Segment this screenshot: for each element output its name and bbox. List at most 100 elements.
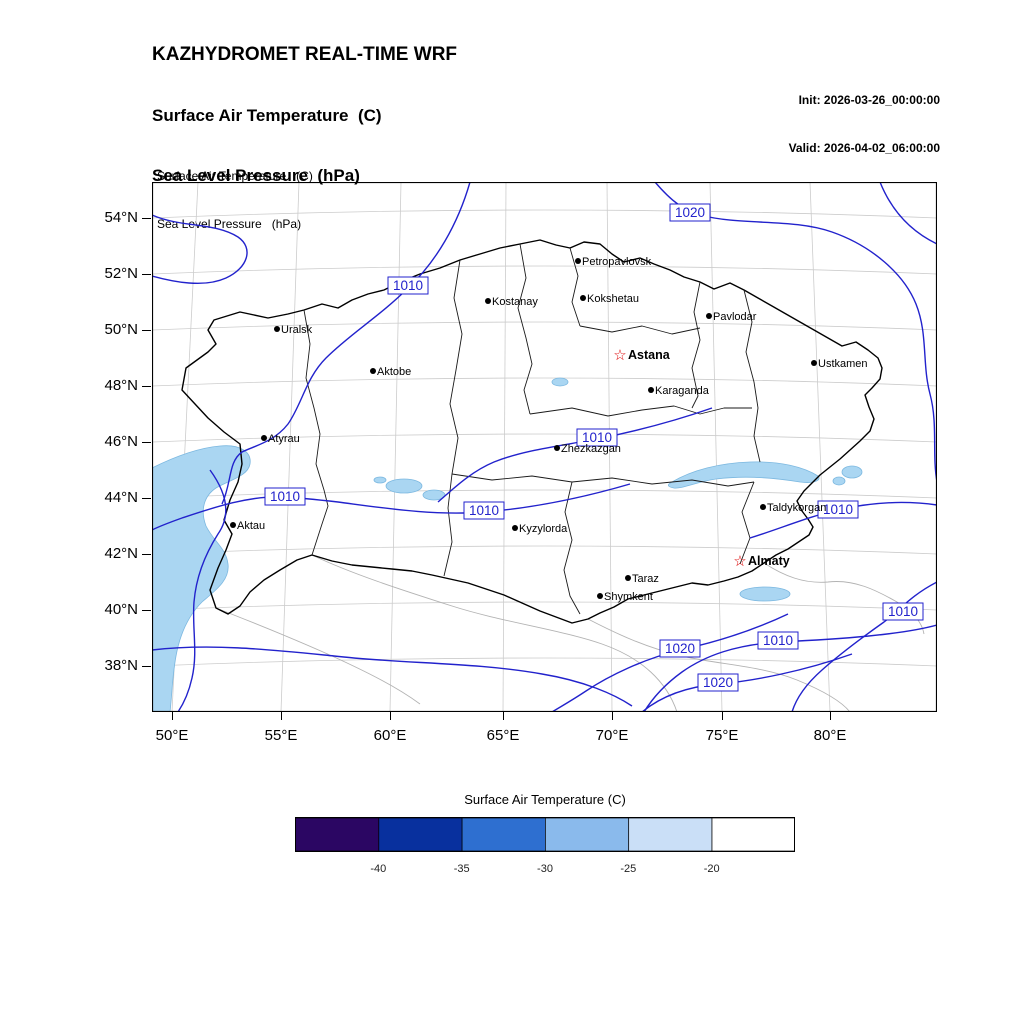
city-markers: Petropavlovsk Kostanay Kokshetau Pavloda…: [230, 256, 868, 603]
city-marker-petropavlovsk: Petropavlovsk: [575, 256, 652, 268]
svg-text:1010: 1010: [763, 633, 793, 648]
map-canvas: 1020 1010 1010 1010 1010 1010 1010 1010 …: [151, 181, 938, 713]
city-dot: [811, 360, 817, 366]
pressure-contour: [151, 214, 248, 284]
city-dot: [648, 387, 654, 393]
city-marker-ustkamen: Ustkamen: [811, 358, 868, 370]
gridline-meridian: [709, 181, 723, 713]
valid-time: Valid: 2026-04-02_06:00:00: [788, 141, 940, 155]
city-marker-aktau: Aktau: [230, 520, 265, 532]
svg-text:1010: 1010: [888, 604, 918, 619]
oblast-border: [691, 281, 701, 409]
colorbar-segment: [295, 817, 380, 852]
pressure-label: 1010: [463, 501, 505, 520]
city-label: Kostanay: [492, 296, 538, 308]
lon-tick-mark: [281, 712, 282, 720]
graticule: [151, 181, 938, 713]
city-dot: [580, 295, 586, 301]
colorbar-segment: [628, 817, 713, 852]
init-time: Init: 2026-03-26_00:00:00: [798, 93, 940, 107]
lon-tick-label: 75°E: [705, 727, 739, 744]
map-border-frame: [151, 181, 938, 713]
pressure-contour: [221, 181, 471, 505]
pressure-label: 1020: [697, 673, 739, 692]
oblast-border: [579, 325, 701, 335]
city-dot: [485, 298, 491, 304]
lat-tick-label: 38°N: [104, 657, 138, 674]
kazakhstan-border: [181, 239, 883, 624]
city-dot: [274, 326, 280, 332]
lat-tick-label: 50°N: [104, 321, 138, 338]
city-marker-almaty: ☆ Almaty: [733, 553, 789, 570]
city-dot: [230, 522, 236, 528]
lat-tick-mark: [142, 610, 151, 611]
lat-tick-mark: [142, 666, 151, 667]
pressure-labels: 1020 1010 1010 1010 1010 1010 1010 1010 …: [264, 203, 924, 692]
border-turkmenistan: [215, 607, 421, 705]
city-label: Petropavlovsk: [582, 256, 652, 268]
lat-tick-mark: [142, 218, 151, 219]
gridline-parallel: [151, 377, 938, 387]
lon-tick-mark: [612, 712, 613, 720]
city-label: Kokshetau: [587, 293, 639, 305]
colorbar-tick-label: -25: [620, 863, 636, 875]
lon-tick-label: 60°E: [373, 727, 407, 744]
plot-subtitles: Surface Air Temperature (C) Sea Level Pr…: [157, 136, 313, 264]
svg-text:1010: 1010: [823, 502, 853, 517]
svg-text:1020: 1020: [665, 641, 695, 656]
pressure-label: 1020: [669, 203, 711, 222]
pressure-contour: [177, 469, 227, 713]
svg-text:1010: 1010: [469, 503, 499, 518]
colorbar: -40 -35 -30 -25 -20: [295, 817, 795, 875]
lat-tick-mark: [142, 498, 151, 499]
border-kyrgyzstan-east: [763, 562, 925, 635]
colorbar-segment: [545, 817, 630, 852]
lat-tick-mark: [142, 554, 151, 555]
lon-tick-label: 65°E: [486, 727, 520, 744]
lat-tick-label: 44°N: [104, 489, 138, 506]
city-label: Pavlodar: [713, 311, 757, 323]
svg-text:1010: 1010: [270, 489, 300, 504]
variable-title-pressure: Sea Level Pressure (hPa): [152, 166, 360, 185]
gridline-parallel: [151, 209, 938, 219]
colorbar-title: Surface Air Temperature (C): [464, 792, 626, 807]
oblast-border: [529, 405, 752, 417]
lon-tick-label: 80°E: [813, 727, 847, 744]
lake-sasykkol: [832, 476, 846, 486]
small-lake: [373, 476, 387, 484]
oblast-border: [443, 259, 463, 577]
oblast-border: [517, 243, 533, 415]
water-bodies: [151, 377, 863, 713]
city-marker-aktobe: Aktobe: [370, 366, 411, 378]
oblast-borders: [303, 243, 761, 615]
lake-balkhash: [668, 461, 820, 489]
city-marker-uralsk: Uralsk: [274, 324, 313, 336]
city-marker-zhezkazgan: Zhezkazgan: [554, 443, 621, 455]
gridline-meridian: [809, 181, 831, 713]
pressure-contour: [879, 181, 938, 245]
city-label: Taraz: [632, 573, 659, 585]
pressure-label: 1020: [659, 639, 701, 658]
city-dot: [370, 368, 376, 374]
city-dot: [554, 445, 560, 451]
lat-tick-mark: [142, 330, 151, 331]
aral-sea: [385, 478, 423, 494]
pressure-label: 1010: [757, 631, 799, 650]
lat-tick-mark: [142, 274, 151, 275]
pressure-label: 1010: [817, 500, 859, 519]
oblast-border: [569, 247, 581, 327]
run-times: Init: 2026-03-26_00:00:00 Valid: 2026-04…: [640, 60, 940, 188]
plot-subtitle-temperature: Surface Air Temperature (C): [157, 169, 313, 183]
lon-tick-label: 70°E: [595, 727, 629, 744]
pressure-contour: [151, 646, 633, 707]
border-kyrgyzstan: [587, 618, 851, 713]
lon-tick-mark: [830, 712, 831, 720]
colorbar-tick-label: -20: [704, 863, 720, 875]
capital-label: Astana: [628, 348, 671, 362]
lake-alakol: [841, 465, 863, 479]
oblast-border: [743, 289, 761, 463]
gridline-meridian: [502, 181, 507, 713]
capital-star-icon: ☆: [733, 553, 746, 570]
pressure-label: 1010: [387, 276, 429, 295]
